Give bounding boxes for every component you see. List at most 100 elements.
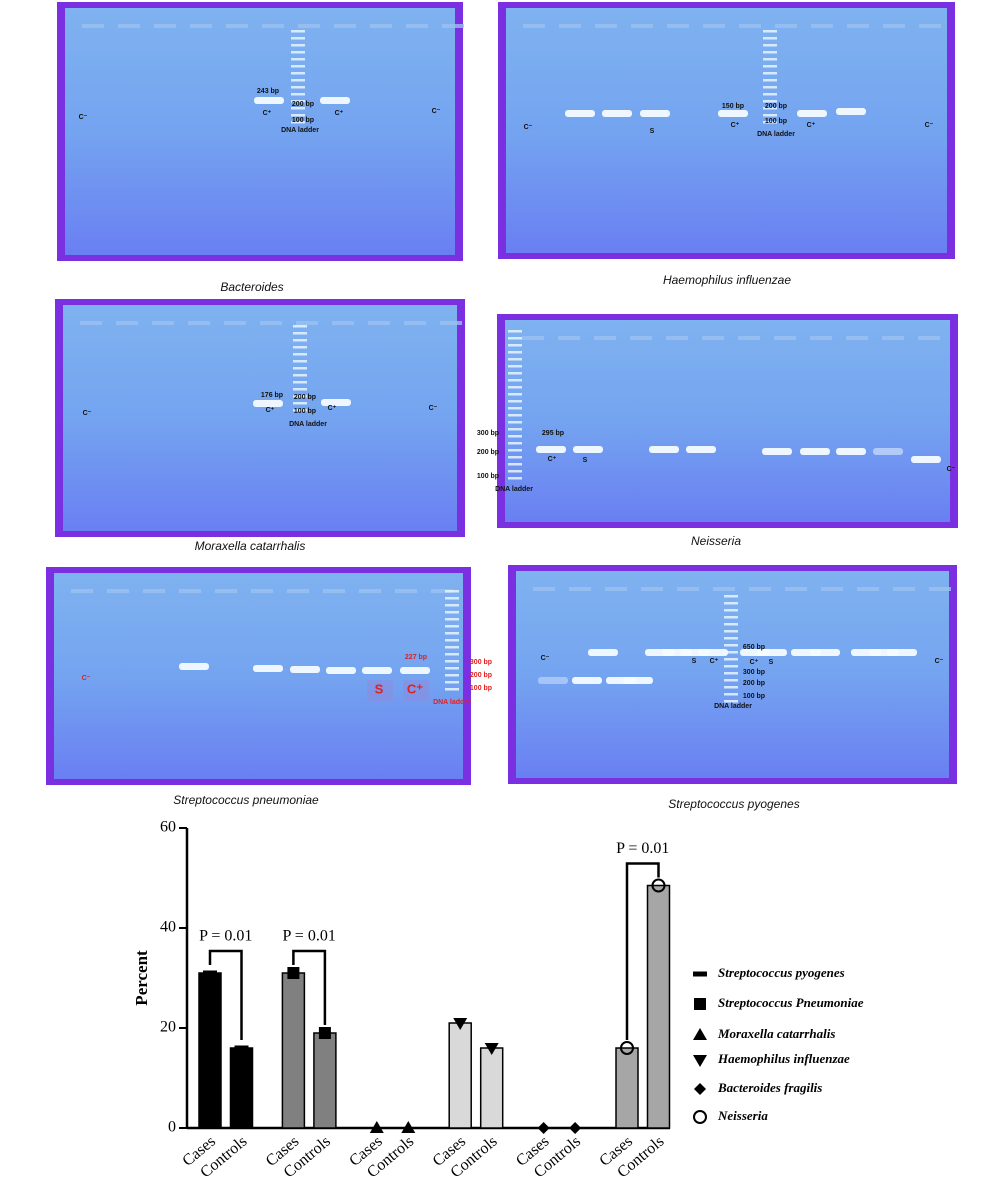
gel-well [882, 336, 904, 340]
gel-well [558, 336, 580, 340]
ladder-band [445, 632, 459, 635]
gel-band [400, 667, 430, 674]
ladder-band [445, 604, 459, 607]
ladder-band [508, 414, 522, 417]
marker [537, 1122, 550, 1134]
gel-band [538, 677, 568, 684]
gel-well [929, 587, 951, 591]
gel-well [666, 336, 688, 340]
gel-label: C⁺ [807, 122, 816, 129]
ladder-band [724, 623, 738, 626]
marker [693, 1110, 707, 1124]
gel-label: C⁻ [524, 124, 533, 131]
gel-well [226, 24, 248, 28]
gel-band [572, 677, 602, 684]
gel-band [565, 110, 595, 117]
ladder-band [291, 44, 305, 47]
gel-well [107, 589, 129, 593]
marker [287, 967, 300, 979]
gel-well [118, 24, 140, 28]
gel-band [320, 97, 350, 104]
gel-body [54, 573, 463, 779]
gel-well [334, 24, 356, 28]
ladder-band [293, 325, 307, 328]
gel-well [774, 336, 796, 340]
gel-label: 100 bp [765, 118, 787, 125]
legend-label: Moraxella catarrhalis [717, 1026, 835, 1041]
gel-well [442, 24, 464, 28]
ladder-band [291, 30, 305, 33]
ladder-band [445, 590, 459, 593]
marker [203, 970, 217, 976]
gel-band [718, 110, 748, 117]
legend-label: Streptococcus pyogenes [718, 965, 845, 980]
bar [281, 972, 306, 1129]
gel-band [536, 446, 566, 453]
gel-band [698, 649, 728, 656]
ladder-band [508, 365, 522, 368]
ladder-band [763, 30, 777, 33]
ladder-band [724, 672, 738, 675]
marker [694, 1083, 706, 1095]
gel-body [506, 8, 947, 253]
ladder-band [508, 435, 522, 438]
marker [694, 998, 706, 1010]
gel-label: C⁺ [266, 407, 275, 414]
ladder-band [763, 72, 777, 75]
gel-well [559, 24, 581, 28]
y-tick-label: 60 [160, 819, 176, 836]
gel-well [919, 24, 941, 28]
ladder-band [508, 330, 522, 333]
gel-well [630, 336, 652, 340]
gel-band [253, 665, 283, 672]
gel-label: DNA ladder [495, 486, 533, 493]
gel-well [739, 24, 761, 28]
gel-well [523, 24, 545, 28]
ladder-band [763, 65, 777, 68]
gel-well [883, 24, 905, 28]
gel-well [533, 587, 555, 591]
ladder-band [508, 470, 522, 473]
gel-well [846, 336, 868, 340]
gel-caption: Neisseria [691, 534, 741, 548]
ladder-band [291, 51, 305, 54]
gel-band [179, 663, 209, 670]
ladder-band [763, 93, 777, 96]
bar [448, 1022, 472, 1129]
gel-well [296, 321, 318, 325]
gel-well [82, 24, 104, 28]
gel-well [190, 24, 212, 28]
gel-well [406, 24, 428, 28]
gel-band [623, 677, 653, 684]
ladder-band [724, 665, 738, 668]
ladder-band [445, 667, 459, 670]
ladder-band [293, 395, 307, 398]
gel-well [323, 589, 345, 593]
marker [369, 1121, 384, 1133]
ladder-band [445, 646, 459, 649]
gel-label: 150 bp [722, 103, 744, 110]
bar [313, 1032, 337, 1129]
gel-label: C⁺ [731, 122, 740, 129]
gel-well [785, 587, 807, 591]
ladder-band [763, 79, 777, 82]
ladder-band [763, 51, 777, 54]
ladder-band [763, 44, 777, 47]
gel-well [143, 589, 165, 593]
gel-well [594, 336, 616, 340]
gel-well [713, 587, 735, 591]
ladder-band [291, 79, 305, 82]
label-box [367, 680, 393, 702]
gel-label: 650 bp [743, 644, 765, 651]
y-tick-label: 40 [160, 919, 176, 936]
gel-well [918, 336, 940, 340]
ladder-band [724, 637, 738, 640]
ladder-band [724, 630, 738, 633]
ladder-band [508, 351, 522, 354]
gel-label: 200 bp [292, 101, 314, 108]
p-bracket [625, 862, 660, 1040]
marker [569, 1122, 582, 1134]
marker [318, 1027, 331, 1039]
ladder-band [291, 72, 305, 75]
ladder-band [445, 618, 459, 621]
